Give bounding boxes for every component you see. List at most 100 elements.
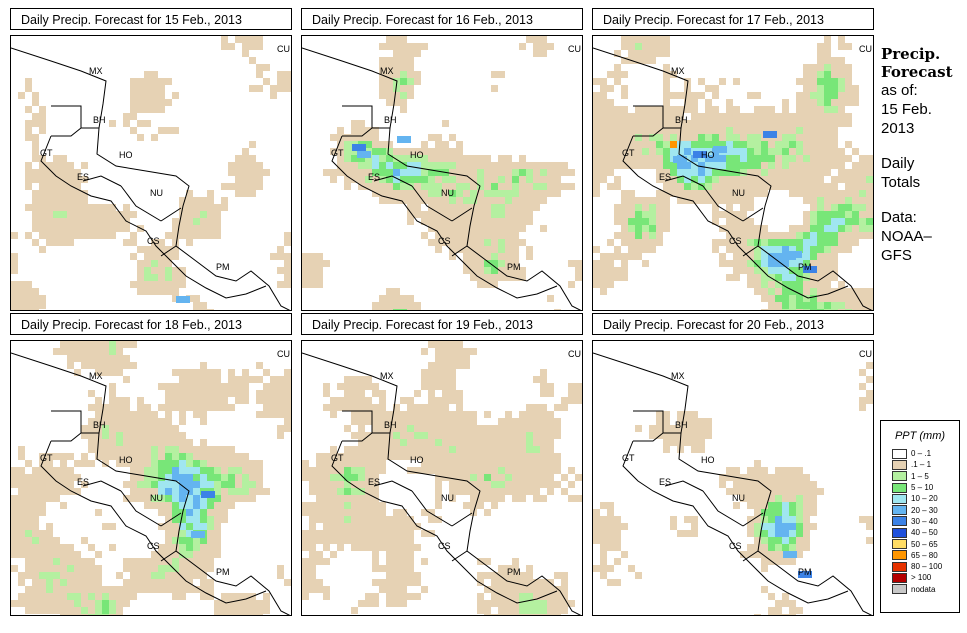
legend-label: 30 – 40 [911, 516, 938, 526]
precip-field: CU MX BH GT HO ES NU CS PM [302, 36, 582, 310]
coastline [342, 105, 473, 257]
legend-swatch [892, 550, 907, 561]
side-data-line1: Data: [881, 209, 917, 226]
country-label: HO [410, 455, 424, 465]
legend-label: 65 – 80 [911, 550, 938, 560]
country-label: ES [77, 172, 89, 182]
coastline [342, 410, 473, 562]
country-label: NU [441, 493, 454, 503]
precip-map: CU MX BH GT HO ES NU CS PM [301, 35, 583, 311]
precip-map: CU MX BH GT HO ES NU CS PM [10, 340, 292, 616]
forecast-panel-feb16: Daily Precip. Forecast for 16 Feb., 2013… [301, 8, 585, 311]
panel-title: Daily Precip. Forecast for 17 Feb., 2013 [592, 8, 874, 30]
legend-swatch [892, 516, 907, 527]
coastline [40, 440, 267, 604]
country-label: GT [331, 148, 344, 158]
legend-swatch [892, 527, 907, 538]
side-title-line1: Precip. [881, 45, 941, 63]
country-label: PM [507, 262, 521, 272]
coastline [51, 105, 182, 257]
country-label: HO [119, 150, 133, 160]
legend-label: 50 – 65 [911, 539, 938, 549]
legend-label: nodata [911, 584, 936, 594]
side-daily-line2: Totals [881, 174, 921, 191]
precip-field: CU MX BH GT HO ES NU CS PM [11, 36, 291, 310]
legend-label: 80 – 100 [911, 562, 943, 572]
legend-label: > 100 [911, 573, 932, 583]
coastline [622, 135, 849, 299]
country-label: MX [671, 66, 685, 76]
side-asof: as of: [881, 82, 918, 99]
country-label: CU [859, 349, 872, 359]
legend-item: 50 – 65 [892, 538, 959, 550]
country-label: GT [331, 453, 344, 463]
legend-swatch [892, 448, 907, 459]
country-label: MX [671, 371, 685, 381]
country-label: PM [216, 567, 230, 577]
forecast-panel-feb19: Daily Precip. Forecast for 19 Feb., 2013… [301, 313, 585, 616]
country-label: CS [147, 541, 160, 551]
country-label: GT [40, 453, 53, 463]
legend-label: 5 – 10 [911, 483, 934, 493]
legend-item: 65 – 80 [892, 550, 959, 561]
coastline [40, 135, 267, 299]
legend-item: 80 – 100 [892, 561, 959, 572]
legend-item: > 100 [892, 572, 959, 583]
legend-item: 5 – 10 [892, 482, 959, 493]
coastline [51, 410, 182, 562]
country-label: CU [277, 349, 290, 359]
country-label: CU [568, 44, 581, 54]
country-label: HO [119, 455, 133, 465]
coastline [331, 135, 558, 299]
legend-label: .1 – 1 [911, 460, 932, 470]
coastline [11, 47, 291, 310]
country-label: ES [77, 477, 89, 487]
country-label: ES [659, 172, 671, 182]
legend-title: PPT (mm) [894, 430, 946, 442]
country-label: MX [380, 66, 394, 76]
forecast-panel-feb17: Daily Precip. Forecast for 17 Feb., 2013… [592, 8, 876, 311]
panel-title: Daily Precip. Forecast for 18 Feb., 2013 [10, 313, 292, 335]
precip-map: CU MX BH GT HO ES NU CS PM [10, 35, 292, 311]
legend-swatch [892, 505, 907, 516]
country-label: PM [216, 262, 230, 272]
country-label: NU [150, 188, 163, 198]
country-label: PM [798, 262, 812, 272]
legend-label: 20 – 30 [911, 505, 938, 515]
country-label: CS [729, 236, 742, 246]
legend-swatch [892, 482, 907, 493]
coastline [593, 47, 873, 310]
country-label: CU [277, 44, 290, 54]
country-label: MX [380, 371, 394, 381]
legend-swatch [892, 493, 907, 504]
side-daily-line1: Daily [881, 155, 915, 172]
country-label: CS [438, 236, 451, 246]
legend-swatch [892, 459, 907, 470]
side-title-line2: Forecast [881, 63, 953, 81]
country-label: PM [507, 567, 521, 577]
country-label: BH [93, 420, 106, 430]
country-label: CS [729, 541, 742, 551]
country-label: BH [675, 115, 688, 125]
country-label: NU [732, 188, 745, 198]
precip-map: CU MX BH GT HO ES NU CS PM [592, 35, 874, 311]
panel-title: Daily Precip. Forecast for 15 Feb., 2013 [10, 8, 292, 30]
side-date-line2: 2013 [881, 120, 915, 137]
precip-field: CU MX BH GT HO ES NU CS PM [11, 341, 291, 615]
country-label: PM [798, 567, 812, 577]
side-data-line3: GFS [881, 247, 912, 264]
country-label: CS [147, 236, 160, 246]
country-label: ES [368, 477, 380, 487]
panel-title: Daily Precip. Forecast for 16 Feb., 2013 [301, 8, 583, 30]
coastline [633, 105, 764, 257]
precip-map: CU MX BH GT HO ES NU CS PM [592, 340, 874, 616]
country-label: HO [701, 150, 715, 160]
side-data-line2: NOAA– [881, 228, 932, 245]
legend-label: 40 – 50 [911, 528, 938, 538]
legend-item: nodata [892, 584, 959, 595]
country-label: CU [859, 44, 872, 54]
forecast-panel-feb15: Daily Precip. Forecast for 15 Feb., 2013… [10, 8, 294, 311]
country-label: GT [622, 148, 635, 158]
legend-label: 10 – 20 [911, 494, 938, 504]
country-label: ES [368, 172, 380, 182]
